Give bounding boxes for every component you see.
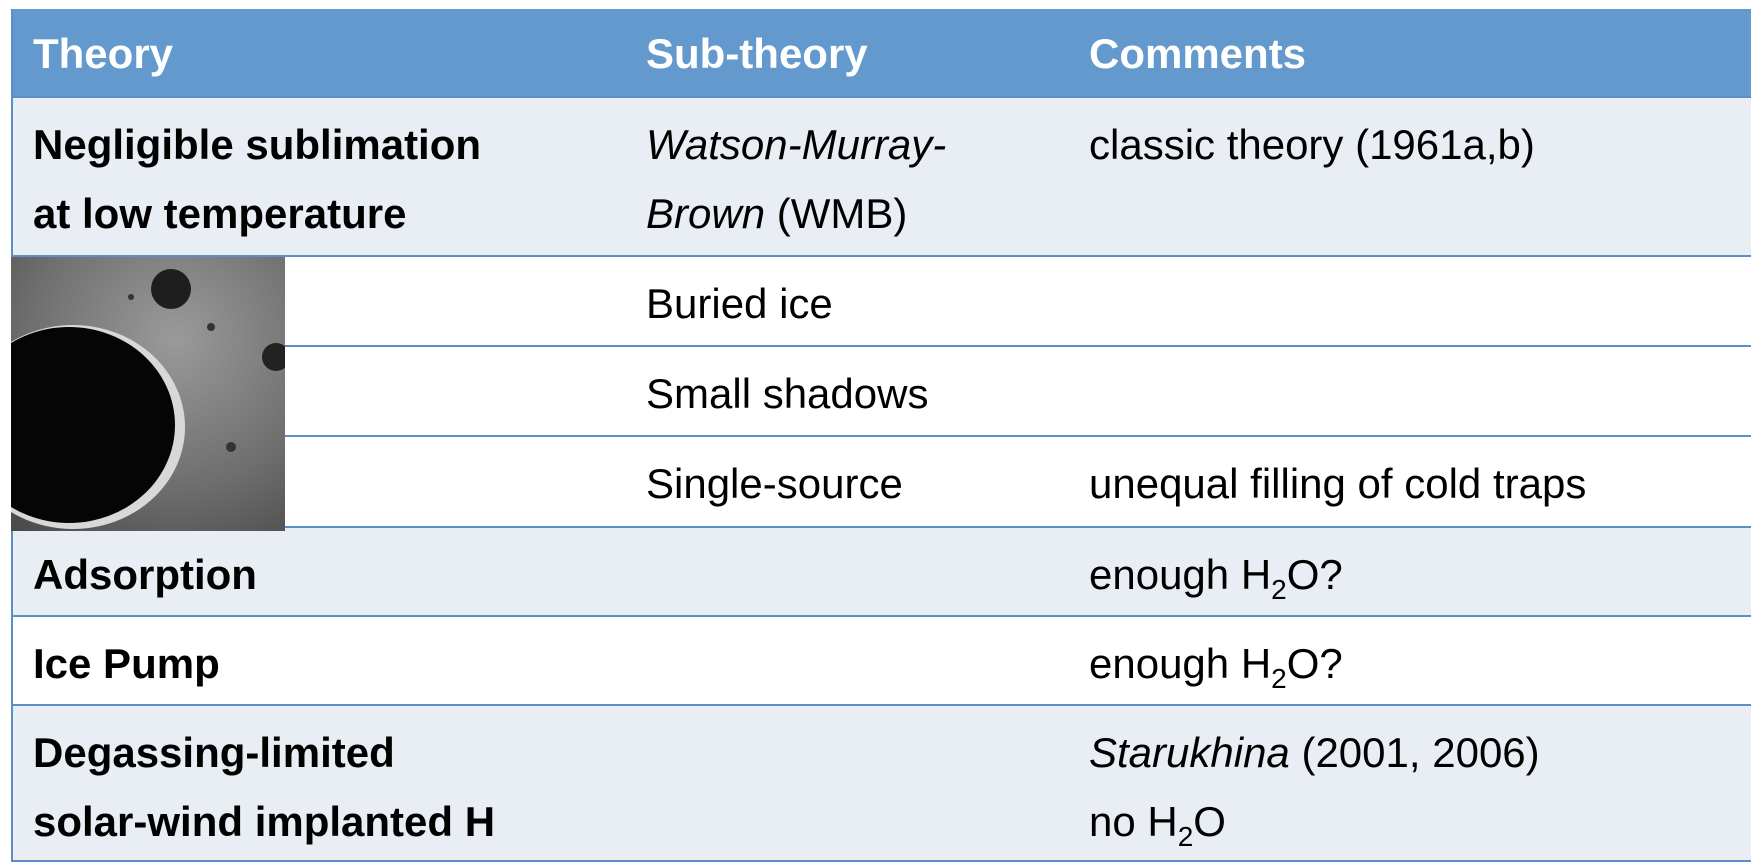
- table-cell: Ice Pump: [33, 629, 220, 698]
- table-row: Buried ice: [11, 257, 1751, 347]
- table-cell: Single-source: [646, 449, 903, 518]
- table-cell: Watson-Murray- Brown (WMB): [646, 110, 946, 248]
- cell-line: Adsorption: [33, 540, 257, 609]
- cell-text: Small shadows: [646, 370, 929, 417]
- cell-line: Small shadows: [646, 359, 928, 428]
- cell-line: Ice Pump: [33, 629, 220, 698]
- table-cell: enough H2O?: [1089, 629, 1343, 698]
- cell-text: 2: [1271, 663, 1287, 694]
- cell-line: Degassing-limited: [33, 718, 495, 787]
- cell-text: classic theory (1961a,b): [1089, 121, 1535, 168]
- table-cell: Starukhina (2001, 2006) no H2O: [1089, 718, 1540, 856]
- cell-line: at low temperature: [33, 179, 481, 248]
- cell-text: (WMB): [765, 190, 908, 237]
- cell-text: 2: [1177, 821, 1194, 852]
- cell-line: Buried ice: [646, 269, 833, 338]
- cell-text: O: [1193, 798, 1226, 845]
- cell-line: enough H2O?: [1089, 629, 1343, 698]
- cell-line: Brown (WMB): [646, 179, 946, 248]
- header-cell: Comments: [1089, 30, 1307, 77]
- cell-text: Negligible sublimation: [33, 121, 482, 168]
- cell-line: Negligible sublimation: [33, 110, 481, 179]
- cell-text: unequal filling of cold traps: [1089, 460, 1587, 507]
- cell-text: enough H: [1089, 551, 1272, 598]
- table-cell: Small shadows: [646, 359, 928, 428]
- cell-text: Watson-Murray-: [646, 121, 947, 168]
- cell-text: Single-source: [646, 460, 903, 507]
- cell-line: solar-wind implanted H: [33, 787, 495, 856]
- table-row: Single-source unequal filling of cold tra…: [11, 437, 1751, 528]
- table-row: Adsorption enough H2O?: [11, 528, 1751, 617]
- cell-line: unequal filling of cold traps: [1089, 449, 1586, 518]
- cell-line: Starukhina (2001, 2006): [1089, 718, 1540, 787]
- table-row: Degassing-limited solar-wind implanted H S…: [11, 706, 1751, 862]
- cell-text: O?: [1286, 640, 1343, 687]
- cell-text: Brown: [646, 190, 766, 237]
- table-cell: Buried ice: [646, 269, 833, 338]
- cell-line: classic theory (1961a,b): [1089, 110, 1535, 179]
- cell-line: no H2O: [1089, 787, 1540, 856]
- crater-image: [11, 257, 285, 531]
- table-cell: unequal filling of cold traps: [1089, 449, 1586, 518]
- header-row: Theory Sub-theory Comments: [11, 9, 1751, 98]
- table-cell: enough H2O?: [1089, 540, 1343, 609]
- cell-text: solar-wind implanted H: [33, 798, 496, 845]
- table-row: Negligible sublimation at low temperature…: [11, 98, 1751, 257]
- header-cell: Sub-theory: [646, 30, 868, 77]
- cell-line: Single-source: [646, 449, 903, 518]
- table-cell: Adsorption: [33, 540, 257, 609]
- cell-text: O?: [1286, 551, 1343, 598]
- cell-line: Watson-Murray-: [646, 110, 946, 179]
- cell-text: Ice Pump: [33, 640, 220, 687]
- cell-line: enough H2O?: [1089, 540, 1343, 609]
- cell-text: Buried ice: [646, 280, 833, 327]
- cell-text: 2: [1271, 574, 1287, 605]
- cell-text: at low temperature: [33, 190, 407, 237]
- cell-text: Adsorption: [33, 551, 257, 598]
- cell-text: Degassing-limited: [33, 729, 395, 776]
- cell-text: enough H: [1089, 640, 1272, 687]
- table-cell: Degassing-limited solar-wind implanted H: [33, 718, 495, 856]
- table-row: Small shadows: [11, 347, 1751, 437]
- table-row: Ice Pump enough H2O?: [11, 617, 1751, 706]
- cell-text: Starukhina: [1089, 729, 1290, 776]
- header-cell: Theory: [33, 30, 174, 77]
- table-cell: Negligible sublimation at low temperature: [33, 110, 481, 248]
- cell-text: no H: [1089, 798, 1178, 845]
- cell-text: (2001, 2006): [1289, 729, 1540, 776]
- table-cell: classic theory (1961a,b): [1089, 110, 1535, 179]
